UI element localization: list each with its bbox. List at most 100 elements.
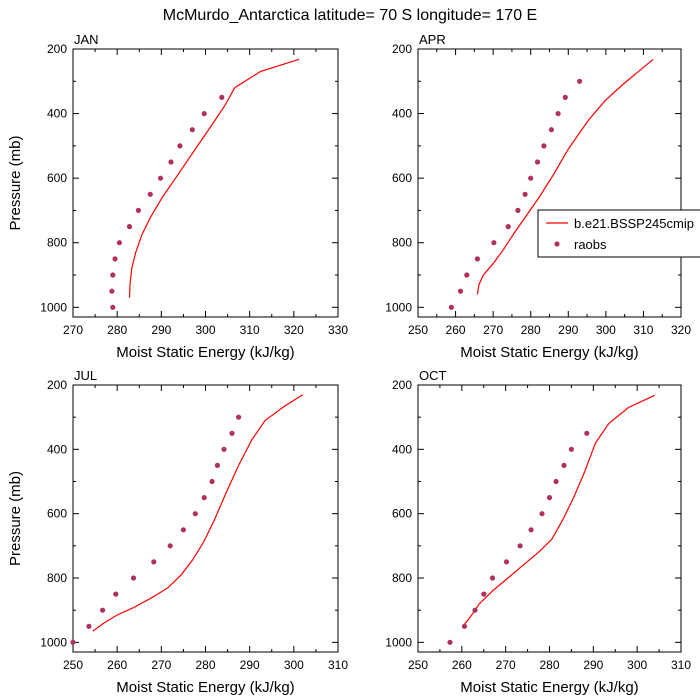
obs-point-jul — [167, 543, 173, 549]
x-tick-label-jan: 310 — [240, 323, 260, 337]
obs-point-jul — [209, 478, 215, 485]
obs-point-jul — [113, 591, 119, 597]
model-line-jan — [128, 58, 300, 298]
x-tick-label-apr: 300 — [596, 323, 616, 337]
obs-point-jul — [70, 639, 76, 645]
obs-point-oct — [481, 591, 487, 597]
x-axis-label-oct: Moist Static Energy (kJ/kg) — [460, 679, 638, 696]
x-tick-label-jul: 280 — [195, 658, 215, 672]
obs-point-jan — [157, 175, 164, 181]
obs-point-apr — [515, 207, 521, 213]
x-tick-label-apr: 320 — [671, 323, 691, 337]
model-line-oct — [463, 394, 655, 626]
panel-label-jan: JAN — [74, 32, 99, 47]
obs-point-jul — [201, 495, 207, 501]
obs-point-apr — [491, 240, 497, 246]
obs-point-apr — [528, 175, 534, 181]
x-tick-label-jan: 270 — [63, 323, 83, 337]
obs-point-jul — [214, 462, 220, 468]
panels: 270 280 290 300 310 320 330 200 400 600 800 1000 JAN… — [7, 32, 691, 696]
obs-point-jan — [201, 111, 207, 117]
obs-point-jan — [177, 143, 183, 149]
obs-point-apr — [555, 111, 561, 117]
obs-point-jan — [112, 256, 118, 262]
obs-point-apr — [448, 304, 454, 310]
y-tick-label-jan: 200 — [47, 42, 67, 56]
x-tick-label-jul: 250 — [63, 658, 83, 672]
obs-point-apr — [548, 127, 555, 133]
x-axis-label-jul: Moist Static Energy (kJ/kg) — [116, 679, 294, 696]
obs-point-oct — [447, 639, 453, 645]
y-tick-label-jan: 600 — [47, 171, 67, 185]
figure-title: McMurdo_Antarctica latitude= 70 S longit… — [163, 7, 537, 24]
obs-point-apr — [464, 272, 470, 278]
obs-point-oct — [584, 430, 590, 436]
obs-point-jul — [236, 414, 242, 420]
x-tick-label-apr: 280 — [521, 323, 541, 337]
y-axis-label-jan: Pressure (mb) — [7, 135, 24, 230]
obs-point-jul — [100, 607, 106, 613]
y-tick-label-apr: 600 — [392, 171, 412, 185]
obs-point-apr — [577, 78, 583, 84]
panel-apr: 250 260 270 280 290 300 310 320 200 400 600 800 1000… — [385, 32, 691, 361]
y-tick-label-jul: 400 — [47, 442, 67, 456]
legend: b.e21.BSSP245cmip raobs — [537, 209, 700, 258]
panel-label-oct: OCT — [419, 368, 447, 383]
obs-point-jul — [180, 527, 186, 533]
plot-frame-jul — [72, 384, 339, 653]
y-tick-label-jan: 400 — [47, 107, 67, 121]
obs-point-jan — [135, 207, 141, 213]
y-tick-label-jul: 200 — [47, 378, 67, 392]
y-tick-label-oct: 600 — [392, 507, 412, 521]
obs-point-oct — [528, 527, 534, 533]
obs-point-jul — [151, 559, 157, 565]
obs-point-apr — [522, 191, 528, 197]
x-tick-label-oct: 260 — [452, 658, 472, 672]
y-tick-label-oct: 800 — [392, 571, 412, 585]
obs-point-jan — [110, 304, 116, 310]
y-tick-label-apr: 200 — [392, 42, 412, 56]
obs-point-jul — [192, 511, 198, 517]
obs-point-oct — [461, 623, 468, 629]
x-tick-label-apr: 260 — [446, 323, 466, 337]
obs-point-jan — [116, 240, 122, 246]
obs-point-jan — [109, 288, 115, 294]
x-tick-label-jan: 280 — [107, 323, 127, 337]
x-tick-label-oct: 290 — [583, 658, 603, 672]
y-tick-label-jan: 1000 — [40, 300, 67, 314]
obs-point-jul — [130, 575, 137, 581]
x-tick-label-jan: 300 — [195, 323, 215, 337]
obs-point-oct — [561, 462, 567, 468]
obs-point-oct — [546, 495, 553, 501]
x-tick-label-jan: 290 — [151, 323, 171, 337]
y-tick-label-apr: 1000 — [385, 300, 412, 314]
x-tick-label-apr: 270 — [483, 323, 503, 337]
obs-point-jan — [147, 191, 153, 197]
x-tick-label-oct: 270 — [496, 658, 516, 672]
obs-point-jul — [229, 430, 235, 436]
x-tick-label-oct: 310 — [671, 658, 691, 672]
x-tick-label-oct: 250 — [408, 658, 428, 672]
y-tick-label-jul: 800 — [47, 571, 67, 585]
legend-label-model: b.e21.BSSP245cmip — [574, 216, 694, 231]
obs-point-apr — [562, 94, 568, 100]
legend-box — [537, 209, 700, 258]
obs-point-oct — [489, 575, 496, 581]
obs-point-oct — [472, 607, 478, 613]
obs-point-apr — [505, 224, 511, 230]
y-tick-label-jul: 1000 — [40, 635, 67, 649]
obs-point-oct — [568, 446, 575, 452]
obs-point-apr — [534, 159, 541, 165]
legend-label-obs: raobs — [574, 237, 607, 252]
y-tick-label-oct: 200 — [392, 378, 412, 392]
model-line-apr — [476, 58, 654, 295]
obs-point-jan — [168, 159, 174, 165]
obs-point-apr — [474, 256, 480, 262]
obs-point-apr — [541, 143, 547, 149]
obs-point-oct — [539, 511, 545, 517]
y-axis-label-jul: Pressure (mb) — [7, 471, 24, 566]
panel-label-jul: JUL — [74, 368, 97, 383]
obs-point-jan — [189, 127, 195, 133]
y-tick-label-apr: 400 — [392, 107, 412, 121]
